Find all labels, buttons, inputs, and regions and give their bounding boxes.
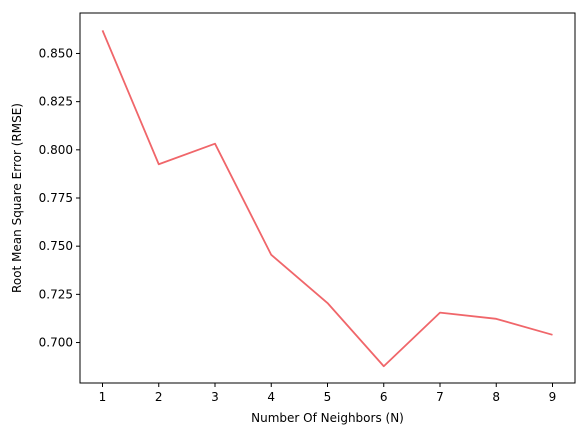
plot-area bbox=[80, 13, 575, 383]
x-tick-label: 3 bbox=[211, 390, 219, 404]
x-tick-label: 2 bbox=[155, 390, 163, 404]
series-line bbox=[101, 29, 553, 368]
x-axis-label: Number Of Neighbors (N) bbox=[251, 411, 404, 425]
x-tick-label: 1 bbox=[99, 390, 107, 404]
x-tick-label: 9 bbox=[549, 390, 557, 404]
y-tick-label: 0.750 bbox=[39, 239, 73, 253]
y-tick-label: 0.725 bbox=[39, 287, 73, 301]
x-tick-label: 8 bbox=[492, 390, 500, 404]
x-tick-label: 6 bbox=[380, 390, 388, 404]
y-tick-label: 0.825 bbox=[39, 95, 73, 109]
y-tick-label: 0.700 bbox=[39, 336, 73, 350]
y-tick-label: 0.800 bbox=[39, 143, 73, 157]
x-tick-label: 7 bbox=[436, 390, 444, 404]
y-tick-label: 0.850 bbox=[39, 46, 73, 60]
plot-frame bbox=[79, 12, 576, 384]
ticks: 1 2 3 4 5 6 7 8 9 0.700 0.725 0.750 0.775 0.800 0.825 0… bbox=[39, 46, 557, 404]
y-axis-label: Root Mean Square Error (RMSE) bbox=[10, 103, 24, 293]
x-tick-label: 4 bbox=[267, 390, 275, 404]
y-tick-label: 0.775 bbox=[39, 191, 73, 205]
x-tick-label: 5 bbox=[324, 390, 332, 404]
